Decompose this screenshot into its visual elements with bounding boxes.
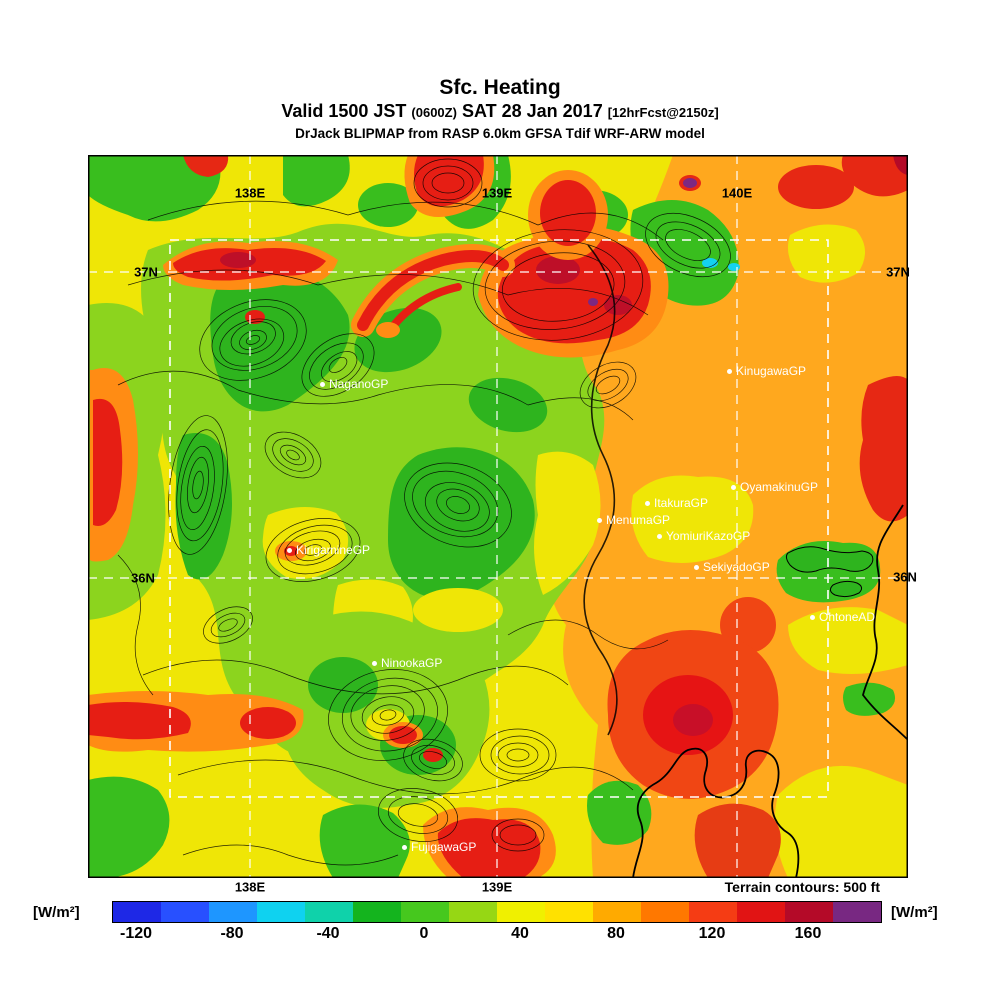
site-marker-sekiyadogp: SekiyadoGP xyxy=(694,560,770,574)
colorbar-segment-7 xyxy=(449,902,497,922)
valid-fcst: [12hrFcst@2150z] xyxy=(607,105,719,120)
site-label: SekiyadoGP xyxy=(703,560,770,574)
colorbar-segment-15 xyxy=(833,902,881,922)
site-marker-ohtonead: OhtoneAD xyxy=(810,610,875,624)
site-label: ItakuraGP xyxy=(654,496,709,510)
site-label: KirigamineGP xyxy=(296,543,371,557)
heating-field-svg xyxy=(88,155,908,878)
colorbar-segment-3 xyxy=(257,902,305,922)
site-dot-icon xyxy=(597,518,602,523)
model-domain-box xyxy=(169,239,829,798)
grid-label-36n-6: 36N xyxy=(893,569,917,585)
site-label: OyamakinuGP xyxy=(740,480,819,494)
lake-outline-small xyxy=(829,580,863,598)
site-dot-icon xyxy=(320,382,325,387)
colorbar-segment-11 xyxy=(641,902,689,922)
colorbar-tick--120: -120 xyxy=(119,925,153,942)
site-marker-kinugawagp: KinugawaGP xyxy=(727,364,806,378)
colorbar-segment-4 xyxy=(305,902,353,922)
colorbar-tick--80: -80 xyxy=(220,925,244,942)
terrain-contours xyxy=(117,158,731,866)
site-label: YomiuriKazoGP xyxy=(666,529,751,543)
heating-map xyxy=(88,155,908,878)
site-dot-icon xyxy=(727,369,732,374)
colorbar-tick--40: -40 xyxy=(316,925,340,942)
colorbar-segment-12 xyxy=(689,902,737,922)
colorbar-tick-80: 80 xyxy=(607,925,625,942)
colorbar-unit-right: [W/m²] xyxy=(891,904,938,921)
site-dot-icon xyxy=(694,565,699,570)
colorbar-segment-1 xyxy=(161,902,209,922)
colorbar-segment-5 xyxy=(353,902,401,922)
valid-time-line: Valid 1500 JST (0600Z) SAT 28 Jan 2017 [… xyxy=(0,101,1000,122)
colorbar-segment-2 xyxy=(209,902,257,922)
terrain-contours-note: Terrain contours: 500 ft xyxy=(724,879,880,895)
pacific-coast xyxy=(862,504,908,741)
grid-label-37n-4: 37N xyxy=(886,264,910,280)
site-label: OhtoneAD xyxy=(819,610,876,624)
map-border xyxy=(88,155,908,878)
colorbar-segment-13 xyxy=(737,902,785,922)
site-dot-icon xyxy=(287,548,292,553)
colorbar-segment-8 xyxy=(497,902,545,922)
site-dot-icon xyxy=(731,485,736,490)
valid-prefix: Valid 1500 JST xyxy=(281,101,407,121)
site-dot-icon xyxy=(402,845,407,850)
site-dot-icon xyxy=(645,501,650,506)
page-title: Sfc. Heating xyxy=(439,76,561,99)
valid-zulu: (0600Z) xyxy=(411,105,457,120)
colorbar-labels: -120 -80 -40 0 40 80 120 160 xyxy=(112,925,880,947)
colorbar-tick-40: 40 xyxy=(511,925,529,942)
site-label: KinugawaGP xyxy=(736,364,807,378)
site-label: MenumaGP xyxy=(606,513,671,527)
site-label: FujigawaGP xyxy=(411,840,477,854)
site-marker-kirigaminegp: KirigamineGP xyxy=(287,543,370,557)
site-dot-icon xyxy=(810,615,815,620)
colorbar-segment-14 xyxy=(785,902,833,922)
site-marker-oyamakinugp: OyamakinuGP xyxy=(731,480,818,494)
site-marker-ninookagp: NinookaGP xyxy=(372,656,442,670)
graticule xyxy=(88,155,908,878)
grid-label-139e-8: 139E xyxy=(481,879,513,895)
site-marker-naganogp: NaganoGP xyxy=(320,377,388,391)
grid-label-140e-2: 140E xyxy=(721,185,753,201)
model-line: DrJack BLIPMAP from RASP 6.0km GFSA Tdif… xyxy=(295,126,705,141)
colorbar-segment-10 xyxy=(593,902,641,922)
colorbar-tick-120: 120 xyxy=(698,925,726,942)
grid-label-138e-7: 138E xyxy=(234,879,266,895)
site-marker-itakuragp: ItakuraGP xyxy=(645,496,708,510)
heating-field xyxy=(88,155,908,878)
colorbar-tick-0: 0 xyxy=(419,925,429,942)
colorbar-segment-0 xyxy=(113,902,161,922)
colorbar-unit-left: [W/m²] xyxy=(33,904,80,921)
grid-label-37n-3: 37N xyxy=(134,264,158,280)
site-marker-fujigawagp: FujigawaGP xyxy=(402,840,476,854)
grid-label-139e-1: 139E xyxy=(481,185,513,201)
grid-label-36n-5: 36N xyxy=(131,570,155,586)
colorbar xyxy=(112,901,882,923)
colorbar-segment-9 xyxy=(545,902,593,922)
site-label: NinookaGP xyxy=(381,656,443,670)
site-dot-icon xyxy=(657,534,662,539)
site-dot-icon xyxy=(372,661,377,666)
valid-date: SAT 28 Jan 2017 xyxy=(461,101,603,121)
colorbar-segment-6 xyxy=(401,902,449,922)
grid-label-138e-0: 138E xyxy=(234,185,266,201)
site-label: NaganoGP xyxy=(329,377,389,391)
site-marker-yomiurikazogp: YomiuriKazoGP xyxy=(657,529,750,543)
site-marker-menumagp: MenumaGP xyxy=(597,513,670,527)
colorbar-tick-160: 160 xyxy=(794,925,822,942)
